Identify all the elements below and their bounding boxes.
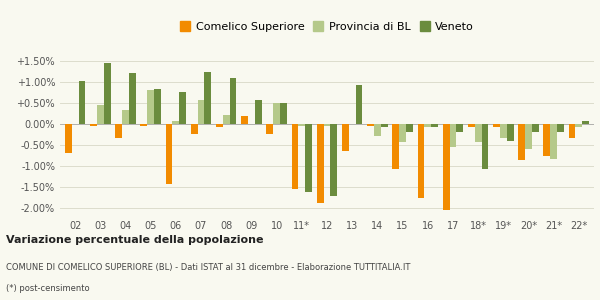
- Bar: [399, 124, 406, 142]
- Bar: [172, 121, 179, 124]
- Bar: [79, 81, 85, 124]
- Bar: [147, 90, 154, 124]
- Bar: [97, 105, 104, 124]
- Bar: [475, 124, 482, 142]
- Bar: [280, 103, 287, 124]
- Bar: [544, 124, 550, 156]
- Bar: [457, 124, 463, 132]
- Bar: [500, 124, 507, 138]
- Bar: [216, 124, 223, 127]
- Bar: [166, 124, 172, 184]
- Bar: [266, 124, 273, 134]
- Bar: [197, 100, 205, 124]
- Bar: [367, 124, 374, 126]
- Bar: [569, 124, 575, 138]
- Bar: [493, 124, 500, 127]
- Bar: [129, 73, 136, 124]
- Bar: [104, 63, 110, 124]
- Bar: [154, 89, 161, 124]
- Bar: [205, 72, 211, 124]
- Bar: [255, 100, 262, 124]
- Bar: [482, 124, 488, 169]
- Bar: [575, 124, 582, 127]
- Bar: [532, 124, 539, 132]
- Bar: [525, 124, 532, 149]
- Bar: [323, 124, 331, 126]
- Bar: [230, 78, 236, 124]
- Bar: [179, 92, 186, 124]
- Bar: [273, 103, 280, 124]
- Bar: [424, 124, 431, 127]
- Bar: [140, 124, 147, 126]
- Text: Variazione percentuale della popolazione: Variazione percentuale della popolazione: [6, 235, 263, 245]
- Bar: [468, 124, 475, 127]
- Bar: [550, 124, 557, 159]
- Bar: [507, 124, 514, 141]
- Text: COMUNE DI COMELICO SUPERIORE (BL) - Dati ISTAT al 31 dicembre - Elaborazione TUT: COMUNE DI COMELICO SUPERIORE (BL) - Dati…: [6, 263, 410, 272]
- Bar: [406, 124, 413, 132]
- Bar: [449, 124, 457, 147]
- Bar: [298, 124, 305, 126]
- Bar: [241, 116, 248, 124]
- Bar: [443, 124, 449, 210]
- Bar: [305, 124, 312, 192]
- Bar: [356, 85, 362, 124]
- Bar: [223, 115, 230, 124]
- Bar: [381, 124, 388, 127]
- Bar: [191, 124, 197, 134]
- Legend: Comelico Superiore, Provincia di BL, Veneto: Comelico Superiore, Provincia di BL, Ven…: [176, 16, 478, 36]
- Bar: [65, 124, 72, 153]
- Bar: [331, 124, 337, 196]
- Bar: [518, 124, 525, 160]
- Bar: [115, 124, 122, 138]
- Bar: [292, 124, 298, 189]
- Bar: [557, 124, 564, 132]
- Text: (*) post-censimento: (*) post-censimento: [6, 284, 89, 293]
- Bar: [418, 124, 424, 198]
- Bar: [122, 110, 129, 124]
- Bar: [431, 124, 438, 127]
- Bar: [374, 124, 381, 136]
- Bar: [342, 124, 349, 151]
- Bar: [90, 124, 97, 126]
- Bar: [392, 124, 399, 169]
- Bar: [582, 122, 589, 124]
- Bar: [317, 124, 323, 203]
